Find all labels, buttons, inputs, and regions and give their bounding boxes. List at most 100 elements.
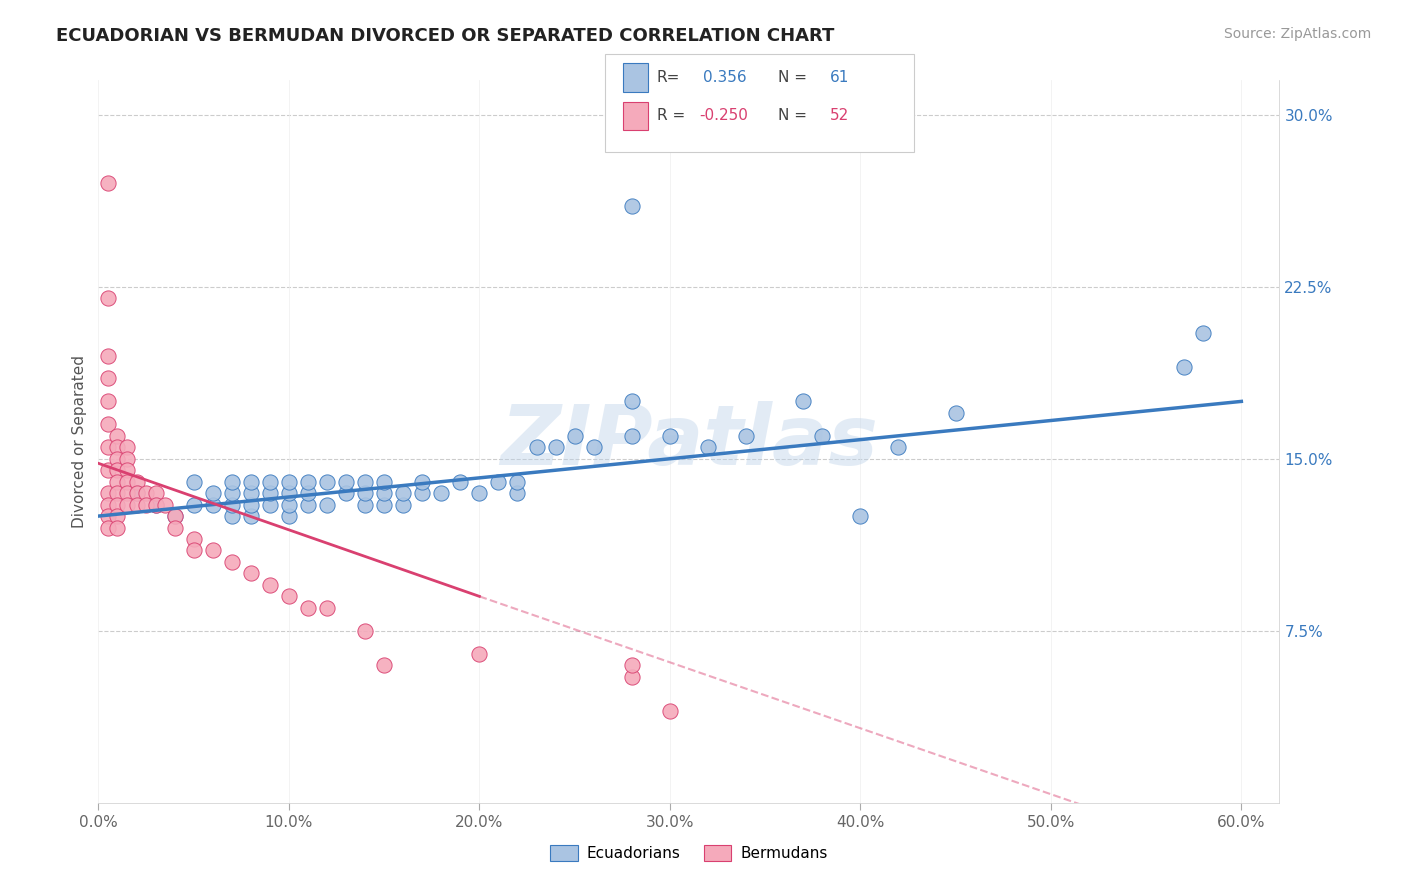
Point (221, 555, 243, 569)
Point (107, 520, 129, 534)
Point (97, 177, 120, 191)
Point (153, 498, 176, 512)
Point (107, 509, 129, 524)
Point (373, 475, 395, 489)
Point (97, 371, 120, 385)
Point (449, 475, 471, 489)
Text: R =: R = (657, 109, 685, 123)
Point (107, 451, 129, 466)
Point (115, 463, 138, 477)
Text: N =: N = (778, 109, 807, 123)
Point (145, 486, 167, 500)
Point (107, 463, 129, 477)
Point (115, 498, 138, 512)
Text: ZIPatlas: ZIPatlas (501, 401, 877, 482)
Point (183, 532, 205, 546)
Point (658, 429, 681, 443)
Point (887, 440, 910, 454)
Point (115, 440, 138, 454)
Point (277, 498, 299, 512)
Text: -0.250: -0.250 (699, 109, 748, 123)
Legend: Ecuadorians, Bermudans: Ecuadorians, Bermudans (544, 839, 834, 867)
Point (354, 486, 377, 500)
Point (277, 475, 299, 489)
Point (221, 498, 243, 512)
Point (239, 566, 262, 581)
Text: Source: ZipAtlas.com: Source: ZipAtlas.com (1223, 27, 1371, 41)
Point (97, 498, 120, 512)
Point (221, 486, 243, 500)
Point (239, 475, 262, 489)
Point (239, 498, 262, 512)
Point (849, 509, 872, 524)
Point (277, 486, 299, 500)
Point (221, 509, 243, 524)
Point (97, 486, 120, 500)
Text: ECUADORIAN VS BERMUDAN DIVORCED OR SEPARATED CORRELATION CHART: ECUADORIAN VS BERMUDAN DIVORCED OR SEPAR… (56, 27, 835, 45)
Point (259, 498, 281, 512)
Point (239, 509, 262, 524)
Point (107, 498, 129, 512)
Point (1192, 326, 1215, 340)
Point (468, 647, 491, 661)
Point (526, 440, 548, 454)
Point (97, 394, 120, 409)
Point (373, 658, 395, 673)
Point (392, 486, 415, 500)
Point (411, 475, 433, 489)
Point (354, 498, 377, 512)
Y-axis label: Divorced or Separated: Divorced or Separated (72, 355, 87, 528)
Point (163, 509, 186, 524)
Point (316, 475, 339, 489)
Point (259, 475, 281, 489)
Point (115, 475, 138, 489)
Point (97, 417, 120, 432)
Point (297, 498, 319, 512)
Point (201, 498, 224, 512)
Point (107, 440, 129, 454)
Point (354, 624, 377, 638)
Point (335, 486, 357, 500)
Point (620, 199, 643, 213)
Point (620, 658, 643, 673)
Point (335, 475, 357, 489)
Point (792, 394, 814, 409)
Point (135, 486, 157, 500)
Point (277, 509, 299, 524)
Point (373, 498, 395, 512)
Point (506, 475, 529, 489)
Point (316, 600, 339, 615)
Point (544, 440, 567, 454)
Point (811, 429, 834, 443)
Point (145, 498, 167, 512)
Point (297, 486, 319, 500)
Point (97, 349, 120, 363)
Point (945, 406, 967, 420)
Text: 0.356: 0.356 (703, 70, 747, 85)
Point (297, 475, 319, 489)
Point (115, 486, 138, 500)
Point (735, 429, 758, 443)
Point (97, 440, 120, 454)
Point (411, 486, 433, 500)
Point (97, 509, 120, 524)
Point (620, 670, 643, 684)
Text: R=: R= (657, 70, 681, 85)
Text: N =: N = (778, 70, 807, 85)
Point (239, 486, 262, 500)
Point (620, 394, 643, 409)
Point (506, 486, 529, 500)
Point (107, 486, 129, 500)
Point (125, 486, 148, 500)
Point (125, 498, 148, 512)
Point (564, 429, 586, 443)
Point (125, 486, 148, 500)
Point (125, 475, 148, 489)
Point (488, 475, 510, 489)
Point (297, 600, 319, 615)
Point (97, 520, 120, 534)
Point (163, 509, 186, 524)
Point (97, 291, 120, 305)
Point (354, 475, 377, 489)
Point (316, 498, 339, 512)
